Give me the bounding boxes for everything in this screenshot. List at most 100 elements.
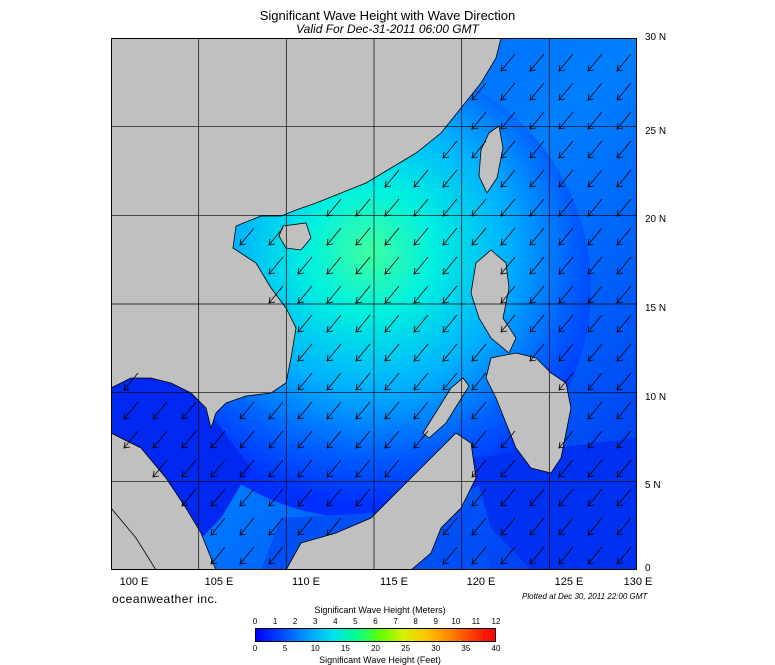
- wave-arrow: [326, 227, 342, 246]
- wave-arrow: [355, 459, 371, 478]
- wave-direction-arrows: [123, 53, 632, 565]
- wave-arrow-head: [558, 499, 566, 507]
- wave-arrow: [558, 111, 574, 130]
- wave-arrow-head: [558, 470, 566, 478]
- feet-tick: 0: [252, 644, 258, 653]
- wave-arrow-head: [384, 354, 392, 362]
- wave-arrow: [326, 198, 342, 217]
- wave-arrow-head: [239, 470, 247, 478]
- lon-label-125e: 125 E: [554, 576, 584, 588]
- wave-arrow: [123, 430, 139, 449]
- wave-height-map: [111, 38, 637, 570]
- wave-arrow: [471, 343, 487, 362]
- wave-arrow-head: [558, 151, 566, 159]
- wave-arrow-head: [587, 267, 595, 275]
- wave-arrow-head: [297, 470, 305, 478]
- meter-tick: 4: [333, 617, 338, 626]
- lat-label-0: 0: [645, 563, 651, 574]
- wave-arrow: [500, 140, 516, 159]
- wave-arrow-head: [558, 93, 566, 101]
- wave-arrow: [529, 169, 545, 188]
- wave-arrow: [268, 285, 284, 304]
- wave-arrow: [239, 546, 255, 565]
- wave-arrow-head: [442, 209, 450, 217]
- wave-arrow-head: [529, 238, 537, 246]
- wave-arrow: [616, 227, 632, 246]
- wave-arrow-head: [181, 412, 189, 420]
- wave-arrow-head: [355, 209, 363, 217]
- wave-arrow: [326, 256, 342, 275]
- wave-arrow: [587, 169, 603, 188]
- wave-arrow: [529, 227, 545, 246]
- wave-arrow-head: [587, 64, 595, 72]
- wave-arrow: [471, 227, 487, 246]
- wave-arrow-head: [210, 441, 218, 449]
- wave-arrow: [384, 198, 400, 217]
- wave-arrow: [500, 169, 516, 188]
- wave-arrow-head: [529, 325, 537, 333]
- brand-logo-text: oceanweather inc.: [112, 592, 218, 606]
- wave-arrow-head: [558, 209, 566, 217]
- wave-arrow: [210, 459, 226, 478]
- wave-arrow-head: [413, 209, 421, 217]
- wave-arrow-head: [152, 470, 160, 478]
- wave-arrow-head: [413, 412, 421, 420]
- wave-arrow-head: [413, 267, 421, 275]
- wave-arrow: [326, 343, 342, 362]
- wave-arrow: [442, 198, 458, 217]
- wave-arrow-head: [297, 528, 305, 536]
- ocean-celebes-sea: [471, 438, 637, 570]
- wave-arrow: [384, 459, 400, 478]
- wave-arrow: [384, 372, 400, 391]
- wave-arrow: [297, 256, 313, 275]
- wave-arrow: [355, 488, 371, 507]
- feet-tick: 5: [282, 644, 288, 653]
- wave-arrow: [471, 82, 487, 101]
- lat-label-5n: 5 N: [645, 480, 661, 491]
- wave-arrow-head: [326, 267, 334, 275]
- wave-arrow-head: [500, 528, 508, 536]
- wave-arrow-head: [587, 180, 595, 188]
- meter-tick: 7: [393, 617, 398, 626]
- wave-arrow: [587, 82, 603, 101]
- meter-tick: 10: [451, 617, 461, 626]
- wave-arrow-head: [616, 499, 624, 507]
- wave-arrow: [558, 430, 574, 449]
- wave-arrow-head: [558, 296, 566, 304]
- wave-arrow: [587, 198, 603, 217]
- wave-arrow: [268, 227, 284, 246]
- wave-arrow-head: [355, 267, 363, 275]
- wave-arrow-head: [152, 441, 160, 449]
- wave-arrow-head: [616, 93, 624, 101]
- wave-arrow-head: [210, 470, 218, 478]
- wave-arrow-head: [471, 557, 479, 565]
- wave-arrow-head: [587, 499, 595, 507]
- wave-arrow: [239, 459, 255, 478]
- wave-arrow: [616, 140, 632, 159]
- wave-arrow-head: [471, 383, 479, 391]
- wave-arrow-head: [123, 383, 131, 391]
- wave-arrow: [587, 285, 603, 304]
- map-title: Significant Wave Height with Wave Direct…: [259, 8, 516, 23]
- wave-arrow-head: [123, 441, 131, 449]
- wave-arrow: [500, 546, 516, 565]
- wave-arrow-head: [268, 557, 276, 565]
- wave-arrow: [587, 546, 603, 565]
- wave-arrow: [558, 53, 574, 72]
- wave-arrow-head: [500, 122, 508, 130]
- wave-arrow: [500, 314, 516, 333]
- wave-arrow: [442, 546, 458, 565]
- lat-label-20n: 20 N: [645, 214, 667, 225]
- wave-arrow-head: [355, 354, 363, 362]
- lon-label-130e: 130 E: [623, 576, 653, 588]
- wave-arrow-head: [355, 383, 363, 391]
- wave-arrow-head: [558, 441, 566, 449]
- lat-label-25n: 25 N: [645, 126, 667, 137]
- wave-arrow-head: [210, 499, 218, 507]
- feet-tick: 15: [340, 644, 350, 653]
- wave-arrow: [181, 430, 197, 449]
- wave-arrow-head: [558, 180, 566, 188]
- wave-arrow: [326, 430, 342, 449]
- wave-arrow: [210, 430, 226, 449]
- wave-arrow: [587, 111, 603, 130]
